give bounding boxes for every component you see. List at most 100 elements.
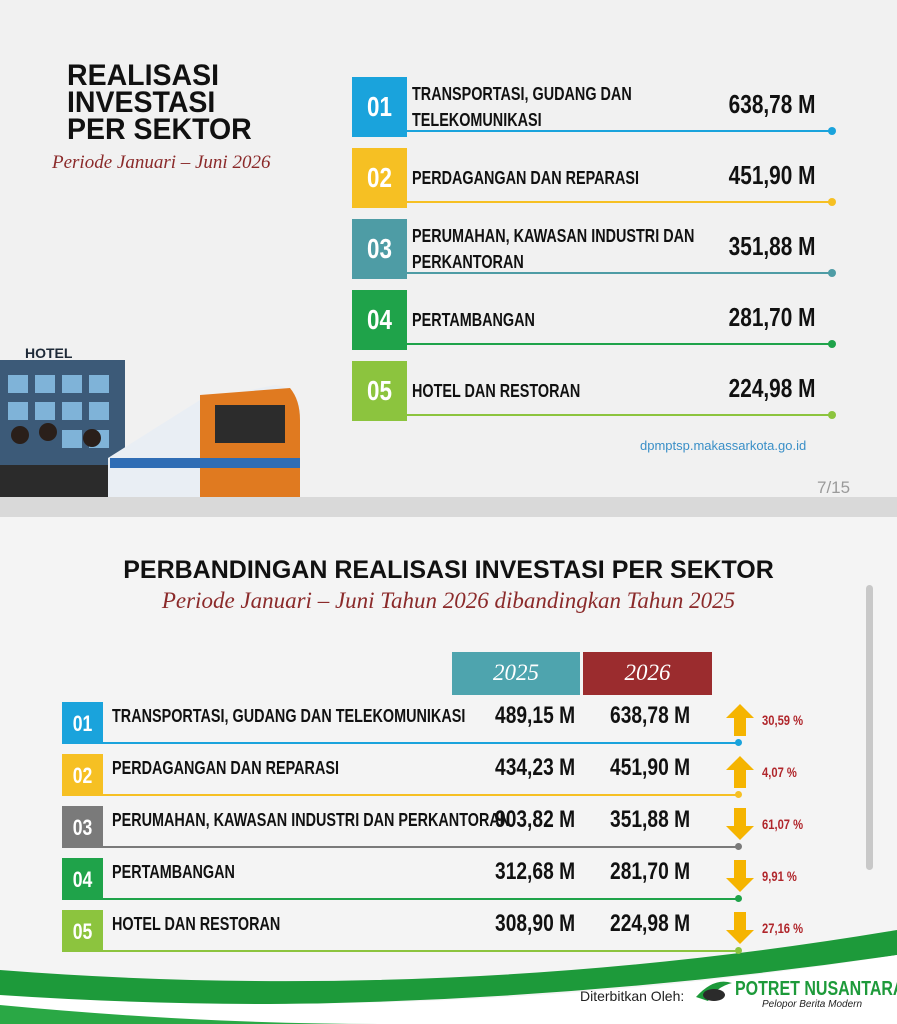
slide-2 — [0, 517, 897, 1024]
underline — [103, 846, 740, 848]
underline — [407, 130, 832, 132]
sector-line: PERUMAHAN, KAWASAN INDUSTRI DAN — [412, 226, 695, 246]
sector-value: 224,98 M — [728, 373, 815, 403]
source: dpmptsp.makassarkota.go.id — [640, 438, 807, 453]
underline-dot — [735, 791, 742, 798]
sector-name: PERTAMBANGAN — [112, 862, 235, 882]
number-box — [352, 148, 407, 208]
slide-1-period: Periode Januari – Juni 2026 — [52, 152, 271, 173]
number-box — [352, 219, 407, 279]
value-2026: 224,98 M — [609, 910, 690, 937]
title-line: REALISASI — [67, 59, 220, 92]
slide-1-title: REALISASI INVESTASI PER SEKTOR — [67, 59, 252, 146]
underline-dot — [735, 739, 742, 746]
person — [39, 423, 57, 441]
sector-value: 451,90 M — [728, 160, 815, 190]
underline — [407, 414, 832, 416]
sector-value: 351,88 M — [728, 231, 815, 261]
value-2025: 308,90 M — [494, 910, 575, 937]
number-box — [352, 290, 407, 350]
number-box — [62, 702, 103, 744]
sector-line: HOTEL DAN RESTORAN — [412, 381, 581, 401]
row-number: 04 — [367, 304, 392, 335]
number-box — [62, 754, 103, 796]
desk — [0, 465, 120, 497]
row-number: 03 — [367, 233, 392, 264]
scrollbar — [866, 585, 873, 870]
brand-tagline: Pelopor Berita Modern — [762, 999, 863, 1010]
header-label: 2026 — [624, 660, 671, 685]
underline-dot — [828, 127, 836, 135]
brand-name: POTRET NUSANTARA — [735, 978, 897, 1000]
underline-dot — [828, 198, 836, 206]
change: 9,91 % — [762, 868, 797, 884]
underline — [407, 343, 832, 345]
arrow-down — [726, 912, 754, 944]
header-cell — [583, 652, 712, 695]
value-2026: 351,88 M — [609, 806, 690, 833]
slide-2-subtitle: Periode Januari – Juni Tahun 2026 diband… — [161, 588, 736, 613]
arrow-down — [726, 860, 754, 892]
title-line: INVESTASI — [67, 86, 216, 119]
sector-name: PERUMAHAN, KAWASAN INDUSTRI DAN PERKANTO… — [112, 810, 511, 830]
person — [83, 429, 101, 447]
row-number: 01 — [72, 711, 93, 736]
published-by: Diterbitkan Oleh: — [580, 988, 685, 1004]
header-label: 2025 — [493, 660, 539, 685]
row-number: 05 — [72, 919, 93, 944]
person — [11, 426, 29, 444]
sector-line: TRANSPORTASI, GUDANG DAN — [412, 84, 632, 104]
change: 4,07 % — [762, 764, 797, 780]
sector-line: PERKANTORAN — [412, 252, 524, 272]
value-2025: 312,68 M — [494, 858, 575, 885]
sector-name: HOTEL DAN RESTORAN — [412, 361, 622, 421]
underline — [407, 272, 832, 274]
sector-name: TRANSPORTASI, GUDANG DAN TELEKOMUNIKASI — [412, 77, 687, 137]
change: 27,16 % — [762, 920, 804, 936]
arrow-up — [726, 756, 754, 788]
underline-dot — [828, 340, 836, 348]
value-2026: 281,70 M — [609, 858, 690, 885]
header-cell — [452, 652, 580, 695]
sector-name: PERDAGANGAN DAN REPARASI — [412, 148, 696, 208]
train-stripe — [110, 458, 300, 468]
row-number: 05 — [367, 375, 392, 406]
slide-2-title: PERBANDINGAN REALISASI INVESTASI PER SEK… — [123, 556, 774, 584]
underline-dot — [735, 843, 742, 850]
underline-dot — [735, 895, 742, 902]
number-box — [62, 858, 103, 900]
underline — [103, 742, 740, 744]
number-box — [62, 910, 103, 952]
underline — [407, 201, 832, 203]
underline-dot — [735, 947, 742, 954]
sector-name: PERDAGANGAN DAN REPARASI — [112, 758, 339, 778]
train-window — [215, 405, 285, 443]
arrow-up — [726, 704, 754, 736]
sector-name: TRANSPORTASI, GUDANG DAN TELEKOMUNIKASI — [112, 706, 466, 726]
value-2026: 638,78 M — [609, 702, 690, 729]
sector-line: PERTAMBANGAN — [412, 310, 535, 330]
row-number: 03 — [72, 815, 93, 840]
sector-line: PERDAGANGAN DAN REPARASI — [412, 168, 639, 188]
title-line: PER SEKTOR — [67, 113, 252, 146]
number-box — [62, 806, 103, 848]
slide-separator — [0, 497, 897, 517]
underline-dot — [828, 411, 836, 419]
brand-logo — [696, 981, 732, 1001]
sector-name: PERUMAHAN, KAWASAN INDUSTRI DAN PERKANTOR… — [412, 219, 765, 279]
row-number: 01 — [367, 91, 392, 122]
number-box — [352, 361, 407, 421]
change: 61,07 % — [762, 816, 804, 832]
change: 30,59 % — [762, 712, 804, 728]
underline-dot — [828, 269, 836, 277]
row-number: 02 — [367, 162, 392, 193]
sector-value: 638,78 M — [728, 89, 815, 119]
footer-swoosh — [0, 930, 897, 1024]
underline — [103, 794, 740, 796]
hotel-sign: HOTEL — [25, 345, 73, 361]
sector-name: HOTEL DAN RESTORAN — [112, 914, 281, 934]
illustration: HOTEL — [0, 345, 300, 497]
row-number: 02 — [72, 763, 93, 788]
sector-name: PERTAMBANGAN — [412, 290, 566, 350]
